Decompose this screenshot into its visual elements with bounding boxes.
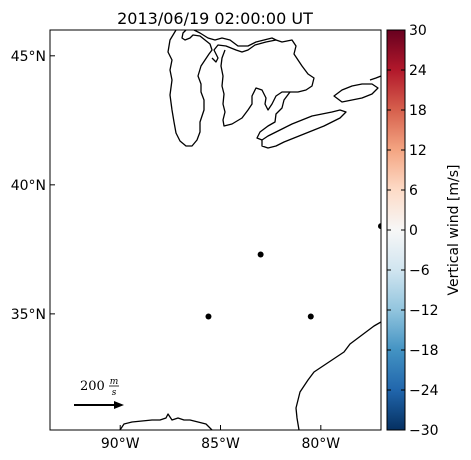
map-background	[50, 30, 381, 430]
lake-huron-coast	[275, 39, 315, 93]
station-dot	[378, 223, 381, 230]
coastlines	[119, 30, 381, 430]
map-frame	[49, 29, 382, 431]
longitude-axis: 90°W 85°W 80°W	[101, 425, 340, 452]
station-dot	[205, 313, 212, 320]
colorbar-tick-label: −30	[409, 423, 439, 439]
colorbar: 30 24 18 12 6 0 −6 −12 −18 −24 −30 Vertical wind […	[386, 23, 462, 439]
lat-tick-label: 40°N	[11, 178, 46, 194]
station-dot	[307, 313, 314, 320]
colorbar-label: Vertical wind [m/s]	[446, 165, 462, 296]
colorbar-tick-label: −18	[409, 343, 439, 359]
colorbar-tick-label: −6	[409, 263, 430, 279]
lon-tick-label: 80°W	[301, 436, 340, 452]
colorbar-tick-label: −12	[409, 303, 439, 319]
lake-michigan-coast	[167, 30, 213, 147]
colorbar-tick-label: 12	[409, 143, 427, 159]
colorbar-tick-label: 30	[409, 23, 427, 39]
station-dot	[257, 251, 264, 258]
colorbar-ticks: 30 24 18 12 6 0 −6 −12 −18 −24 −30	[387, 23, 439, 439]
map-panel[interactable]: 200 m s	[49, 29, 384, 431]
lat-tick-label: 35°N	[11, 307, 46, 323]
lake-ontario-coast	[333, 83, 379, 103]
lon-tick-label: 90°W	[101, 436, 140, 452]
atlantic-coast	[295, 321, 381, 430]
reference-speed-value: 200	[80, 379, 105, 394]
map-title: 2013/06/19 02:00:00 UT	[117, 9, 313, 28]
colorbar-tick-label: −24	[409, 383, 439, 399]
lower-michigan-coast	[220, 49, 291, 141]
gulf-coast	[119, 413, 213, 430]
lon-tick-label: 85°W	[201, 436, 240, 452]
colorbar-tick-label: 0	[409, 223, 418, 239]
colorbar-tick-label: 18	[409, 103, 427, 119]
reference-unit-numerator: m	[110, 377, 119, 387]
reference-vector: 200 m s	[74, 377, 124, 409]
latitude-axis: 45°N 40°N 35°N	[11, 49, 55, 323]
colorbar-tick-label: 6	[409, 183, 418, 199]
lat-tick-label: 45°N	[11, 49, 46, 65]
ontario-shore	[369, 75, 381, 81]
station-markers	[205, 223, 381, 320]
reference-unit-denominator: s	[112, 388, 117, 398]
reference-arrow-head	[114, 401, 124, 409]
lake-erie-coast	[261, 109, 347, 149]
colorbar-tick-label: 24	[409, 63, 427, 79]
